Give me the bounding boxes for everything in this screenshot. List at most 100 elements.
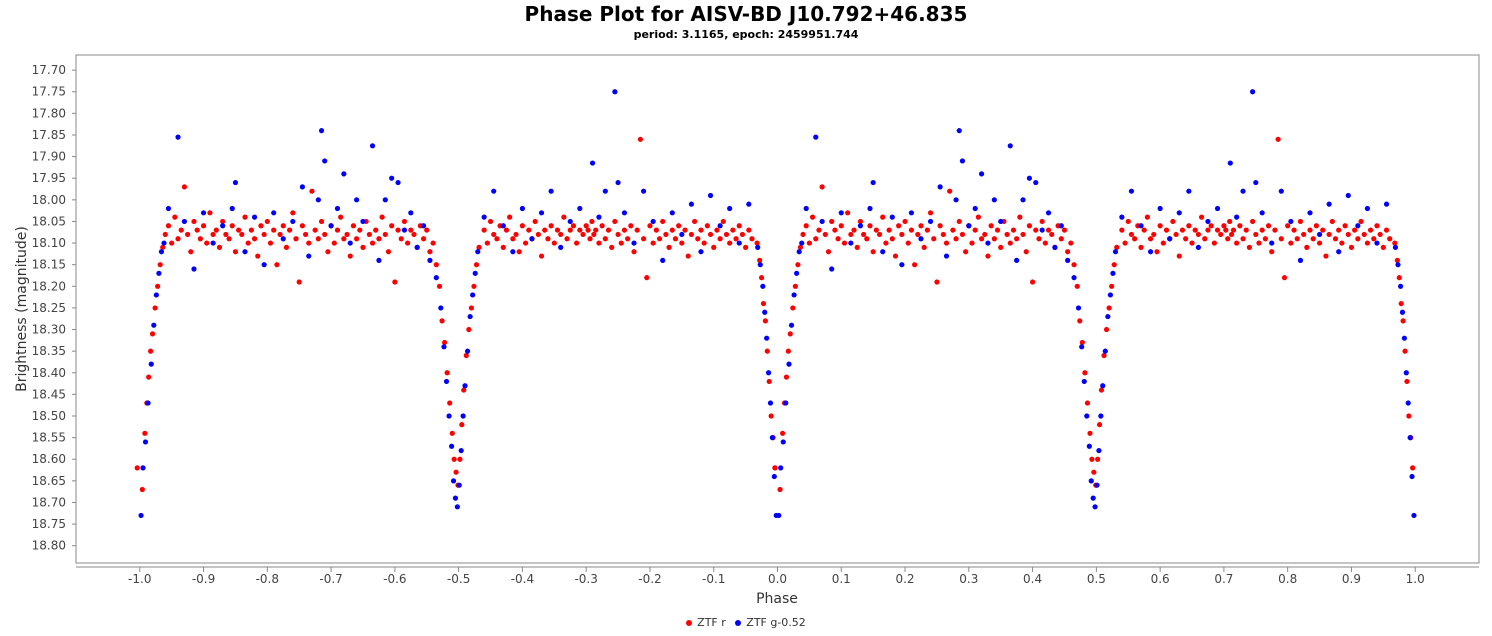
data-point [484, 240, 490, 246]
data-point [1026, 175, 1033, 181]
data-point [640, 236, 647, 242]
data-point [757, 262, 763, 268]
data-point [1090, 495, 1096, 501]
data-point [794, 270, 800, 276]
plot-area [75, 54, 1480, 564]
data-point [376, 257, 382, 263]
data-point [959, 158, 966, 164]
legend-label: ZTF r [697, 616, 726, 629]
data-point [519, 205, 526, 212]
data-point [191, 218, 197, 225]
data-point [612, 218, 618, 225]
data-point [449, 443, 455, 449]
data-point [153, 292, 159, 298]
data-point [145, 400, 151, 406]
data-point [599, 223, 605, 229]
data-point [848, 231, 854, 238]
data-point [1138, 223, 1144, 229]
data-point [889, 236, 895, 242]
data-point [746, 201, 752, 207]
data-point [816, 227, 822, 233]
data-point [1345, 192, 1351, 199]
y-tick-label: 17.85 [32, 128, 66, 142]
data-point [736, 223, 742, 229]
data-point [1065, 249, 1071, 255]
data-point [1320, 227, 1326, 233]
data-point [1098, 387, 1105, 393]
data-point [799, 240, 805, 246]
data-point [1407, 435, 1413, 441]
data-point [1045, 210, 1052, 216]
x-tick-label: 1.0 [1406, 572, 1425, 586]
data-point [344, 231, 350, 238]
data-point [1208, 223, 1214, 229]
data-point [790, 305, 796, 311]
data-point [379, 214, 385, 220]
data-point [532, 218, 538, 225]
x-axis-label: Phase [756, 591, 798, 607]
data-point [1336, 249, 1342, 255]
data-point [1275, 136, 1281, 142]
data-point [347, 240, 353, 246]
x-tick-label: -0.8 [256, 572, 279, 586]
data-point [822, 231, 828, 238]
x-tick-label: -0.5 [447, 572, 470, 586]
data-point [1398, 300, 1404, 307]
legend-label: ZTF g-0.52 [746, 616, 806, 629]
data-point [439, 318, 445, 324]
data-point [803, 205, 809, 212]
data-point [229, 205, 235, 212]
data-point [783, 400, 789, 406]
x-tick-label: -0.7 [319, 572, 342, 586]
data-point [1392, 240, 1398, 246]
data-point [1176, 253, 1182, 259]
data-point [142, 439, 149, 445]
data-point [1101, 352, 1107, 359]
data-point [819, 218, 825, 225]
data-point [232, 179, 239, 186]
data-point [978, 236, 985, 242]
data-point [1141, 227, 1147, 233]
data-point [640, 188, 647, 194]
data-point [1112, 249, 1119, 255]
data-point [450, 478, 457, 484]
data-point [1316, 231, 1323, 238]
data-point [1211, 240, 1217, 246]
data-point [472, 270, 478, 276]
data-point [360, 218, 366, 225]
data-point [554, 227, 561, 233]
data-point [727, 205, 733, 212]
data-point [950, 227, 956, 233]
data-point [758, 275, 765, 281]
data-point [880, 214, 886, 220]
data-point [312, 227, 318, 233]
data-point [796, 249, 802, 255]
data-point [736, 240, 742, 246]
data-point [943, 240, 950, 246]
data-point [698, 249, 704, 255]
data-point [1409, 473, 1415, 480]
y-tick-label: 18.10 [32, 236, 66, 250]
data-point [441, 344, 447, 350]
data-point [519, 223, 526, 229]
data-point [306, 253, 312, 259]
data-point [857, 218, 864, 225]
data-point [764, 335, 770, 341]
data-point [558, 231, 564, 238]
data-point [1132, 236, 1138, 242]
data-point [625, 236, 631, 242]
data-point [978, 171, 985, 177]
data-point [650, 218, 656, 225]
data-point [328, 223, 334, 229]
data-point [870, 179, 876, 186]
data-point [1186, 223, 1192, 229]
data-point [602, 236, 608, 242]
data-point [1383, 227, 1390, 233]
data-point [785, 348, 791, 354]
data-point [1352, 227, 1358, 233]
data-point [940, 231, 946, 238]
data-point [883, 240, 889, 246]
y-tick-label: 17.75 [32, 85, 66, 99]
data-point [433, 262, 439, 268]
